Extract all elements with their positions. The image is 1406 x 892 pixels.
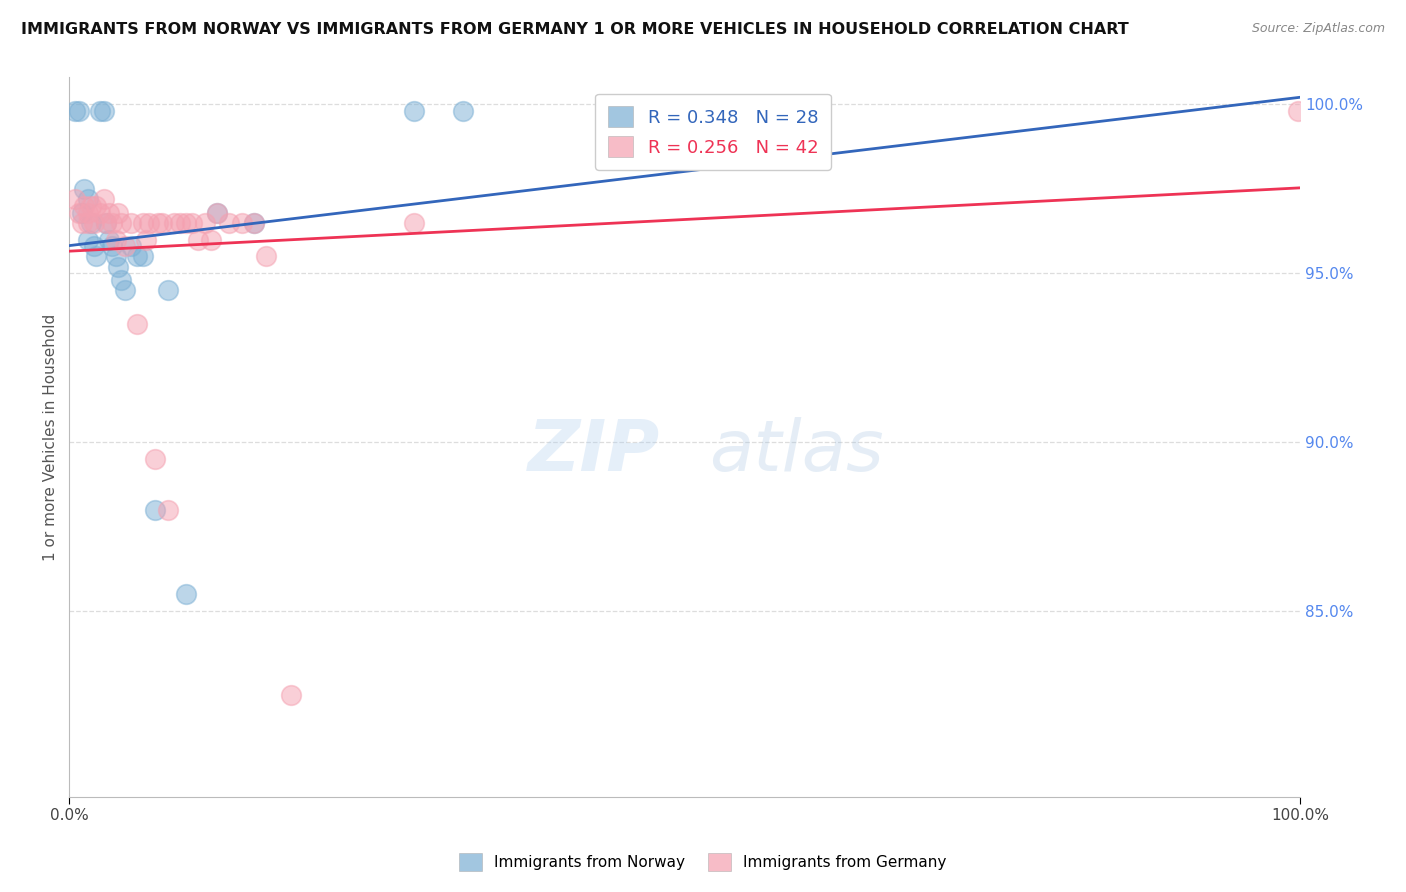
Point [150,216,173,230]
Legend: R = 0.348   N = 28, R = 0.256   N = 42: R = 0.348 N = 28, R = 0.256 N = 42 [595,94,831,169]
Point [73,182,96,196]
Point [243,216,266,230]
Point [402,216,425,230]
Point [110,216,132,230]
Text: atlas: atlas [709,417,884,486]
Point [138,216,160,230]
Point [97,205,120,219]
Point [174,216,197,230]
Point [254,249,277,263]
Point [402,104,425,119]
Text: IMMIGRANTS FROM NORWAY VS IMMIGRANTS FROM GERMANY 1 OR MORE VEHICLES IN HOUSEHOL: IMMIGRANTS FROM NORWAY VS IMMIGRANTS FRO… [21,22,1129,37]
Point [132,216,155,230]
Point [132,249,155,263]
Legend: Immigrants from Norway, Immigrants from Germany: Immigrants from Norway, Immigrants from … [453,847,953,877]
Point [205,205,228,219]
Point [107,260,129,274]
Point [96,216,118,230]
Point [97,233,120,247]
Point [280,689,302,703]
Point [76,216,98,230]
Point [145,502,167,516]
Text: Source: ZipAtlas.com: Source: ZipAtlas.com [1251,22,1385,36]
Point [205,205,228,219]
Point [1286,104,1309,119]
Point [80,216,103,230]
Point [96,216,118,230]
Text: ZIP: ZIP [527,417,659,486]
Point [89,104,111,119]
Point [67,205,90,219]
Point [89,205,111,219]
Point [84,199,107,213]
Point [114,239,136,253]
Point [135,233,157,247]
Point [67,104,90,119]
Point [163,216,186,230]
Point [200,233,222,247]
Point [187,233,209,247]
Point [70,205,93,219]
Point [169,216,191,230]
Point [107,205,129,219]
Y-axis label: 1 or more Vehicles in Household: 1 or more Vehicles in Household [44,313,58,561]
Point [93,104,115,119]
Point [80,199,103,213]
Point [110,273,132,287]
Point [120,216,142,230]
Point [83,239,105,253]
Point [125,249,148,263]
Point [125,317,148,331]
Point [70,216,93,230]
Point [146,216,169,230]
Point [231,216,253,230]
Point [105,249,128,263]
Point [156,283,179,297]
Point [156,502,179,516]
Point [114,283,136,297]
Point [218,216,240,230]
Point [145,452,167,467]
Point [181,216,204,230]
Point [243,216,266,230]
Point [73,199,96,213]
Point [101,239,124,253]
Point [83,216,105,230]
Point [84,249,107,263]
Point [76,192,98,206]
Point [451,104,474,119]
Point [120,239,142,253]
Point [101,216,124,230]
Point [76,233,98,247]
Point [76,205,98,219]
Point [174,587,197,601]
Point [194,216,217,230]
Point [93,192,115,206]
Point [105,233,128,247]
Point [65,192,87,206]
Point [65,104,87,119]
